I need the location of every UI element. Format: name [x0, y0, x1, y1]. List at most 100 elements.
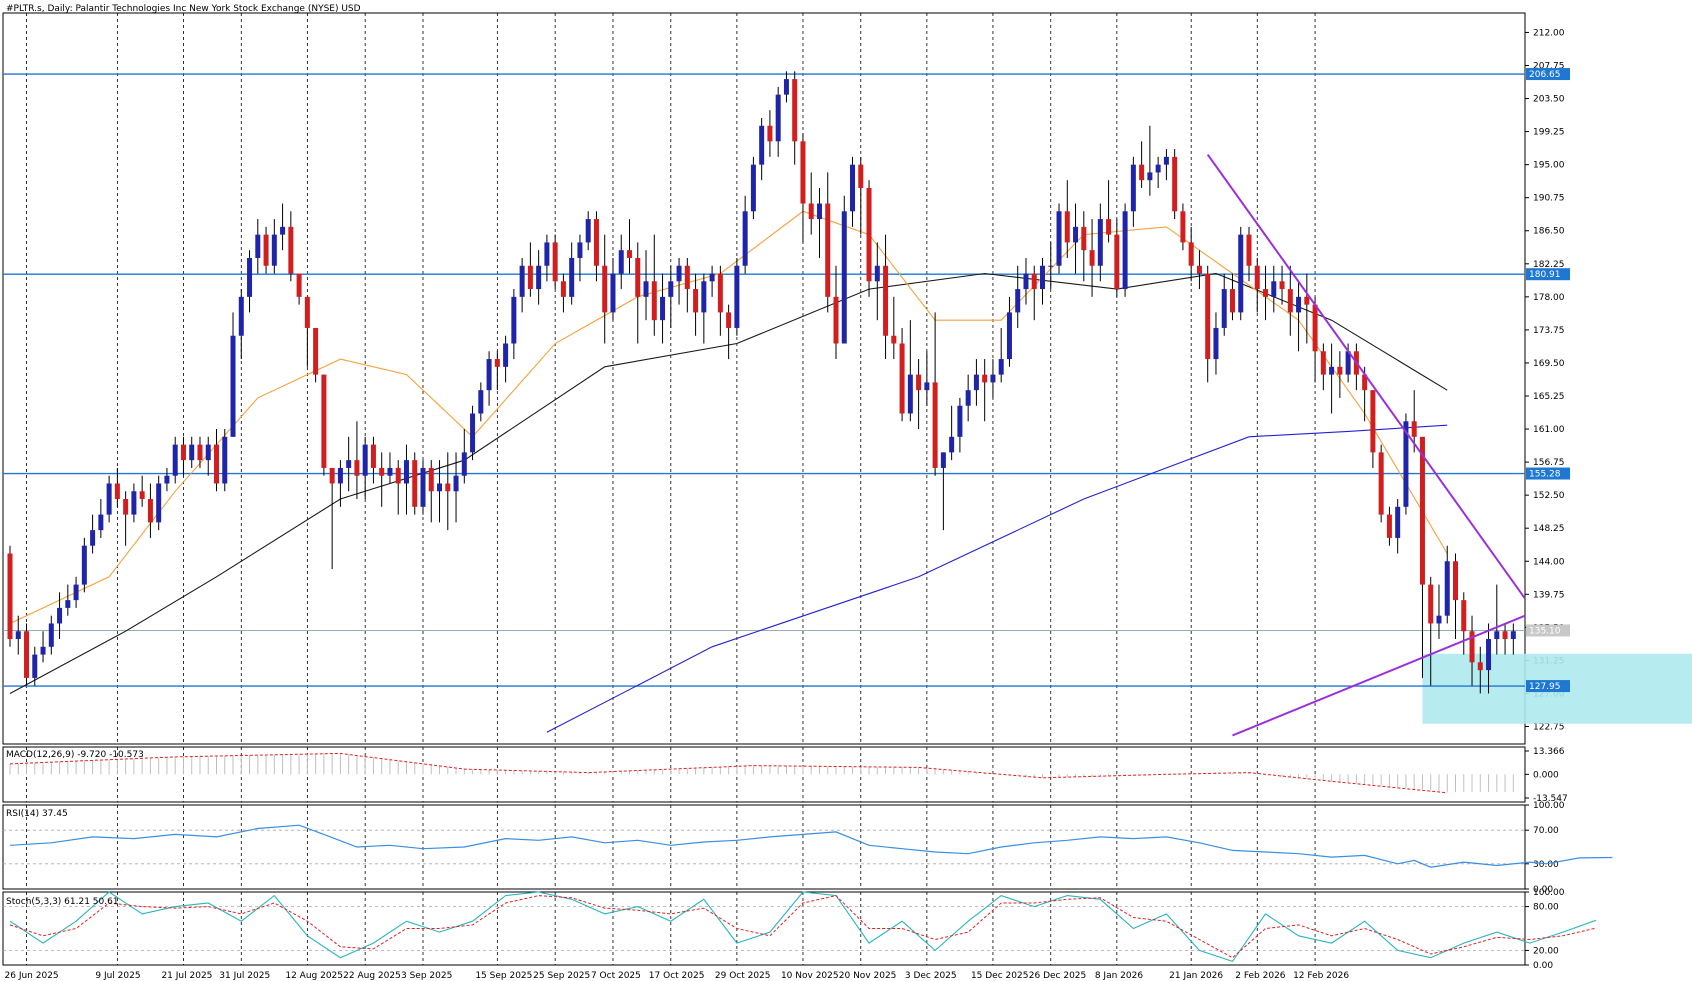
- bear-candle: [899, 343, 905, 414]
- bull-candle: [478, 390, 484, 414]
- bull-candle: [1056, 211, 1062, 266]
- bear-candle: [1188, 242, 1194, 266]
- bull-candle: [990, 374, 996, 383]
- bull-candle: [486, 359, 492, 391]
- bull-candle: [701, 281, 707, 313]
- bull-candle: [437, 483, 443, 492]
- date-tick-label: 26 Jun 2025: [5, 971, 59, 981]
- price-tick-label: 212.00: [1533, 28, 1565, 38]
- date-tick-label: 31 Jul 2025: [219, 971, 270, 981]
- current-price-label: 135.10: [1529, 626, 1561, 636]
- price-tick-label: 199.25: [1533, 128, 1565, 138]
- stoch-signal-line: [9, 895, 1597, 959]
- bear-candle: [1428, 584, 1434, 624]
- bull-candle: [1494, 631, 1500, 640]
- bull-candle: [585, 219, 591, 243]
- price-tick-label: 178.00: [1533, 293, 1565, 303]
- bull-candle: [660, 296, 666, 321]
- bull-candle: [1097, 219, 1103, 266]
- bear-candle: [123, 499, 129, 515]
- price-tick-label: 144.00: [1533, 557, 1565, 567]
- level-price-tag: [1526, 680, 1570, 693]
- bear-candle: [1337, 366, 1343, 375]
- bull-candle: [1073, 226, 1079, 243]
- bull-candle: [1444, 561, 1450, 616]
- bear-candle: [1287, 289, 1293, 313]
- level-price-label: 155.28: [1529, 470, 1561, 480]
- stoch-tick-label: 20.00: [1533, 946, 1559, 956]
- date-tick-label: 2 Feb 2026: [1235, 971, 1286, 981]
- price-tick-label: 190.75: [1533, 194, 1565, 204]
- bear-candle: [1477, 662, 1483, 671]
- bull-candle: [106, 483, 112, 515]
- rsi-pane-frame: [2, 804, 1526, 890]
- bull-candle: [1147, 172, 1153, 181]
- bear-candle: [1114, 234, 1120, 290]
- date-tick-label: 21 Jan 2026: [1169, 971, 1223, 981]
- bear-candle: [527, 265, 533, 290]
- price-tick-label: 169.50: [1533, 359, 1565, 369]
- price-tick-label: 161.00: [1533, 425, 1565, 435]
- bear-candle: [321, 374, 327, 468]
- bull-candle: [668, 281, 674, 297]
- bull-candle: [544, 242, 550, 266]
- bull-candle: [461, 452, 467, 476]
- rsi-tick-label: 100.00: [1533, 801, 1565, 811]
- bear-candle: [180, 444, 186, 461]
- bull-candle: [965, 390, 971, 406]
- bull-candle: [1023, 273, 1029, 290]
- bull-candle: [957, 405, 963, 437]
- bear-candle: [883, 265, 889, 336]
- date-tick-label: 7 Oct 2025: [591, 971, 641, 981]
- date-tick-label: 15 Sep 2025: [475, 971, 532, 981]
- bull-candle: [98, 514, 104, 531]
- bear-candle: [395, 467, 401, 484]
- ma-slow-line: [546, 424, 1448, 733]
- price-tick-label: 203.50: [1533, 95, 1565, 105]
- date-tick-label: 20 Nov 2025: [839, 971, 897, 981]
- bear-candle: [1312, 304, 1318, 352]
- bear-candle: [858, 164, 864, 188]
- bear-candle: [197, 444, 203, 461]
- bull-candle: [238, 296, 244, 336]
- bull-candle: [1271, 281, 1277, 297]
- rsi-tick-label: 0.00: [1533, 885, 1553, 895]
- bull-candle: [362, 444, 368, 476]
- level-price-label: 127.95: [1529, 682, 1561, 692]
- date-tick-label: 29 Oct 2025: [715, 971, 771, 981]
- rsi-tick-label: 30.00: [1533, 860, 1559, 870]
- bear-candle: [1263, 289, 1269, 297]
- bull-candle: [1238, 234, 1244, 313]
- price-tick-label: 182.25: [1533, 260, 1565, 270]
- bull-candle: [1130, 164, 1136, 212]
- chart-title: #PLTR.s, Daily: Palantir Technologies In…: [6, 4, 361, 14]
- bull-candle: [470, 413, 476, 453]
- bear-candle: [651, 281, 657, 321]
- bull-candle: [816, 203, 822, 220]
- price-tick-label: 156.75: [1533, 458, 1565, 468]
- bull-candle: [924, 382, 930, 391]
- bear-candle: [1378, 452, 1384, 515]
- bear-candle: [1304, 296, 1310, 305]
- bear-candle: [288, 226, 294, 274]
- bear-candle: [7, 553, 13, 640]
- rsi-tick-label: 70.00: [1533, 826, 1559, 836]
- ma-mid-line: [9, 272, 1448, 694]
- bull-candle: [172, 444, 178, 476]
- bull-candle: [503, 343, 509, 367]
- macd-tick-label: 13.366: [1533, 747, 1565, 757]
- bull-candle: [1296, 296, 1302, 313]
- bull-candle: [189, 444, 195, 461]
- bull-candle: [618, 250, 624, 274]
- bull-candle: [940, 452, 946, 468]
- bull-candle: [90, 530, 96, 546]
- bull-candle: [131, 491, 137, 515]
- bear-candle: [891, 335, 897, 344]
- bear-candle: [1205, 273, 1211, 360]
- bull-candle: [205, 444, 211, 461]
- bear-candle: [693, 289, 699, 313]
- bear-candle: [1246, 234, 1252, 266]
- bear-candle: [808, 203, 814, 220]
- bull-candle: [164, 475, 170, 484]
- bull-candle: [247, 257, 253, 297]
